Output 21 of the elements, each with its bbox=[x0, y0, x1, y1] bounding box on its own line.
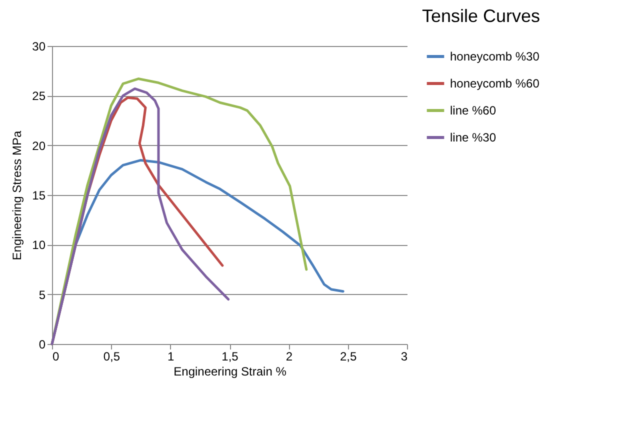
y-tick-label: 25 bbox=[32, 89, 46, 104]
x-tick-label: 0 bbox=[52, 350, 60, 364]
y-tick-label: 15 bbox=[32, 188, 46, 202]
x-tick-label: 1 bbox=[167, 350, 174, 364]
y-tick-label: 0 bbox=[38, 338, 46, 352]
x-axis-title: Engineering Strain % bbox=[174, 364, 287, 378]
x-tick-label: 3 bbox=[400, 350, 408, 364]
text: Tensile Curves bbox=[422, 6, 540, 26]
legend-label: honeycomb %60 bbox=[450, 76, 540, 90]
y-tick-label: 10 bbox=[32, 238, 46, 252]
legend-label: line %60 bbox=[450, 104, 496, 118]
y-tick-label: 30 bbox=[32, 40, 46, 54]
x-tick-label: 2 bbox=[286, 350, 293, 364]
legend-label: line %30 bbox=[450, 130, 496, 144]
x-tick-label: 1,5 bbox=[222, 350, 239, 364]
y-axis-title: Engineering Stress MPa bbox=[10, 130, 24, 260]
x-tick-label: 0,5 bbox=[103, 350, 120, 364]
x-tick-label: 2,5 bbox=[340, 350, 357, 364]
legend-label: honeycomb %30 bbox=[450, 50, 540, 64]
y-tick-label: 5 bbox=[38, 288, 46, 302]
y-tick-label: 20 bbox=[32, 138, 46, 153]
